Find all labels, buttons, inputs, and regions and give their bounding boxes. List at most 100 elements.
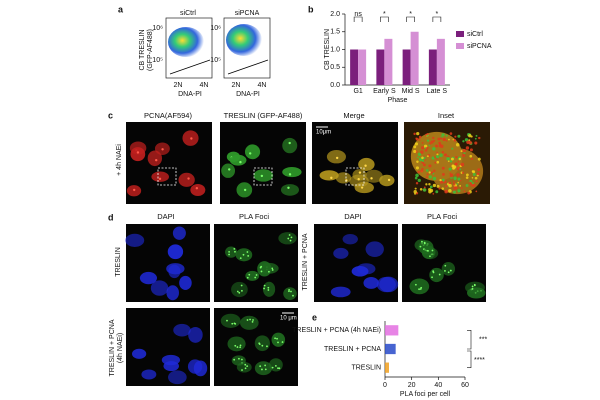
- focus: [428, 144, 431, 147]
- focus: [450, 157, 454, 161]
- nucleus: [379, 276, 399, 293]
- pla-focus: [414, 283, 417, 286]
- micrograph: [126, 122, 212, 204]
- focus: [477, 168, 481, 172]
- gate-line: [169, 59, 211, 75]
- bar: [385, 343, 396, 355]
- nucleus: [130, 147, 146, 162]
- pla-focus: [267, 289, 270, 291]
- y-axis-label: (GFP-AF488): [147, 29, 154, 71]
- micrograph: [312, 122, 398, 204]
- pla-focus: [471, 285, 474, 288]
- x-tick-label: 2N: [232, 82, 241, 89]
- nucleus: [356, 263, 376, 275]
- bar: [358, 49, 367, 85]
- focus: [413, 149, 417, 154]
- focus: [435, 190, 439, 194]
- focus: [472, 170, 476, 174]
- row-label: TRESLIN: [115, 247, 122, 277]
- focus: [426, 139, 430, 142]
- focus: [462, 154, 466, 158]
- pla-focus: [236, 290, 239, 293]
- focus: [413, 145, 417, 149]
- nucleus: [236, 362, 252, 373]
- focus: [432, 147, 436, 151]
- panel-label: d: [108, 212, 114, 222]
- nucleus: [465, 281, 485, 294]
- pla-focus: [233, 247, 236, 250]
- pla-focus: [252, 319, 254, 321]
- focus: [424, 148, 428, 152]
- pla-focus: [246, 276, 249, 279]
- nucleus: [358, 157, 375, 171]
- speckle: [228, 168, 231, 171]
- focus: [415, 166, 419, 170]
- focus: [465, 176, 469, 179]
- focus: [469, 154, 473, 158]
- micrograph: [125, 224, 210, 302]
- nucleus: [326, 150, 346, 164]
- pla-focus: [238, 357, 240, 360]
- pla-focus: [426, 249, 429, 252]
- focus: [421, 156, 424, 160]
- speckle: [190, 137, 193, 140]
- focus: [448, 138, 450, 141]
- nucleus: [139, 271, 158, 285]
- significance-label: ns: [354, 11, 362, 18]
- x-tick-label: 4N: [258, 82, 267, 89]
- pla-focus: [236, 346, 239, 348]
- column-header: PCNA(AF594): [144, 111, 192, 120]
- nucleus: [319, 170, 339, 181]
- pla-focus: [246, 319, 249, 321]
- nucleus: [125, 233, 145, 247]
- focus: [457, 160, 460, 163]
- pla-focus: [423, 242, 426, 245]
- x-tick-label: Early S: [373, 88, 396, 95]
- nucleus: [229, 154, 247, 166]
- focus: [455, 142, 460, 147]
- focus: [454, 178, 456, 181]
- focus: [424, 147, 427, 149]
- nucleus: [179, 275, 192, 291]
- nucleus: [150, 280, 169, 296]
- focus: [429, 142, 432, 145]
- speckle: [249, 152, 252, 155]
- significance-label: ****: [474, 357, 485, 364]
- focus: [415, 137, 418, 140]
- pla-focus: [240, 284, 243, 287]
- pla-focus: [233, 358, 236, 361]
- significance-bracket: [380, 16, 389, 22]
- focus: [475, 134, 478, 137]
- speckle: [287, 186, 290, 189]
- row-label: (4h NAEi): [117, 333, 124, 363]
- focus: [449, 172, 452, 175]
- y-tick-label: TRESLIN + PCNA (4h NAEi): [292, 327, 381, 334]
- nucleus: [244, 144, 261, 160]
- focus: [413, 132, 416, 136]
- focus: [414, 142, 419, 146]
- pla-focus: [254, 276, 257, 279]
- pla-focus: [473, 284, 476, 287]
- legend-swatch: [456, 43, 464, 49]
- focus: [448, 188, 452, 193]
- focus: [422, 188, 427, 192]
- bar: [428, 49, 437, 85]
- pla-focus: [276, 337, 278, 340]
- nucleus: [409, 278, 430, 295]
- focus: [451, 147, 454, 150]
- focus: [463, 190, 466, 193]
- pla-focus: [419, 245, 422, 248]
- nucleus: [168, 370, 187, 385]
- y-tick-label: 10⁵: [210, 57, 221, 64]
- speckle: [187, 177, 190, 180]
- x-tick-label: 4N: [200, 82, 209, 89]
- pla-focus: [228, 251, 231, 253]
- nucleus: [132, 348, 147, 359]
- speckle: [133, 188, 136, 192]
- focus: [414, 187, 417, 190]
- micrograph: [402, 224, 486, 302]
- pla-focus: [231, 322, 234, 325]
- nucleus: [282, 166, 302, 178]
- pla-focus: [261, 368, 263, 371]
